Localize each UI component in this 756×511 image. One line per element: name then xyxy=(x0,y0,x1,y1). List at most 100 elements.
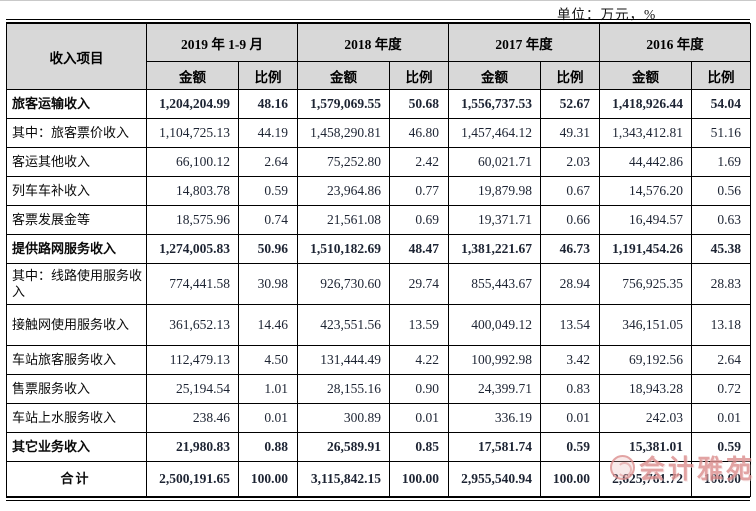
table-row: 其中：旅客票价收入 1,104,725.13 44.19 1,458,290.81 46… xyxy=(6,118,751,148)
header-ratio-2017: 比例 xyxy=(540,61,600,90)
amount-cell: 24,399.71 xyxy=(448,374,541,404)
amount-cell: 361,652.13 xyxy=(146,304,239,346)
amount-cell: 69,192.56 xyxy=(599,345,692,375)
table-row: 客票发展金等 18,575.96 0.74 21,561.08 0.69 19,371.7… xyxy=(6,205,751,235)
table-row: 合计 2,500,191.65 100.00 3,115,842.15 100.00 2,… xyxy=(6,461,751,497)
ratio-cell: 14.46 xyxy=(238,304,298,346)
header-income-item: 收入项目 xyxy=(6,23,147,90)
ratio-cell: 100.00 xyxy=(540,461,600,497)
amount-cell: 1,556,737.53 xyxy=(448,89,541,119)
table-row: 车站上水服务收入 238.46 0.01 300.89 0.01 336.19 0.01 24… xyxy=(6,403,751,433)
table-row: 售票服务收入 25,194.54 1.01 28,155.16 0.90 24,399.7… xyxy=(6,374,751,404)
ratio-cell: 0.69 xyxy=(389,205,449,235)
ratio-cell: 0.59 xyxy=(238,176,298,206)
amount-cell: 131,444.49 xyxy=(297,345,390,375)
ratio-cell: 2.64 xyxy=(691,345,751,375)
amount-cell: 15,381.01 xyxy=(599,432,692,462)
ratio-cell: 0.59 xyxy=(540,432,600,462)
amount-cell: 112,479.13 xyxy=(146,345,239,375)
row-label: 其中：旅客票价收入 xyxy=(6,118,147,148)
amount-cell: 2,955,540.94 xyxy=(448,461,541,497)
ratio-cell: 0.63 xyxy=(691,205,751,235)
amount-cell: 336.19 xyxy=(448,403,541,433)
amount-cell: 1,204,204.99 xyxy=(146,89,239,119)
ratio-cell: 0.88 xyxy=(238,432,298,462)
ratio-cell: 0.01 xyxy=(238,403,298,433)
row-label: 合计 xyxy=(6,461,147,497)
ratio-cell: 50.68 xyxy=(389,89,449,119)
revenue-table-container: 收入项目 2019 年 1-9 月 2018 年度 2017 年度 2016 年… xyxy=(6,19,751,501)
amount-cell: 18,575.96 xyxy=(146,205,239,235)
ratio-cell: 48.47 xyxy=(389,234,449,264)
ratio-cell: 28.94 xyxy=(540,263,600,305)
table-row: 其它业务收入 21,980.83 0.88 26,589.91 0.85 17,581.7… xyxy=(6,432,751,462)
ratio-cell: 0.74 xyxy=(238,205,298,235)
row-label: 其中：线路使用服务收入 xyxy=(6,263,147,305)
amount-cell: 2,625,761.72 xyxy=(599,461,692,497)
amount-cell: 346,151.05 xyxy=(599,304,692,346)
amount-cell: 14,576.20 xyxy=(599,176,692,206)
unit-label: 单位：万元，% xyxy=(557,7,657,22)
row-label: 提供路网服务收入 xyxy=(6,234,147,264)
page-top-divider xyxy=(0,0,756,1)
ratio-cell: 0.56 xyxy=(691,176,751,206)
table-header: 收入项目 2019 年 1-9 月 2018 年度 2017 年度 2016 年… xyxy=(6,23,751,90)
amount-cell: 14,803.78 xyxy=(146,176,239,206)
header-amount-2016: 金额 xyxy=(599,61,692,90)
header-ratio-2019: 比例 xyxy=(238,61,298,90)
amount-cell: 1,381,221.67 xyxy=(448,234,541,264)
ratio-cell: 44.19 xyxy=(238,118,298,148)
ratio-cell: 46.80 xyxy=(389,118,449,148)
row-label: 车站旅客服务收入 xyxy=(6,345,147,375)
amount-cell: 855,443.67 xyxy=(448,263,541,305)
ratio-cell: 54.04 xyxy=(691,89,751,119)
row-label: 旅客运输收入 xyxy=(6,89,147,119)
row-label: 列车车补收入 xyxy=(6,176,147,206)
ratio-cell: 45.38 xyxy=(691,234,751,264)
amount-cell: 17,581.74 xyxy=(448,432,541,462)
amount-cell: 75,252.80 xyxy=(297,147,390,177)
amount-cell: 926,730.60 xyxy=(297,263,390,305)
ratio-cell: 28.83 xyxy=(691,263,751,305)
ratio-cell: 1.01 xyxy=(238,374,298,404)
row-label: 客票发展金等 xyxy=(6,205,147,235)
ratio-cell: 13.54 xyxy=(540,304,600,346)
amount-cell: 21,561.08 xyxy=(297,205,390,235)
ratio-cell: 2.42 xyxy=(389,147,449,177)
ratio-cell: 52.67 xyxy=(540,89,600,119)
amount-cell: 19,879.98 xyxy=(448,176,541,206)
amount-cell: 2,500,191.65 xyxy=(146,461,239,497)
ratio-cell: 4.22 xyxy=(389,345,449,375)
table-row: 车站旅客服务收入 112,479.13 4.50 131,444.49 4.22 100,… xyxy=(6,345,751,375)
ratio-cell: 0.83 xyxy=(540,374,600,404)
ratio-cell: 0.85 xyxy=(389,432,449,462)
header-period-2017: 2017 年度 xyxy=(448,23,600,62)
header-measure-row: 金额 比例 金额 比例 金额 比例 金额 比例 xyxy=(7,61,751,90)
amount-cell: 23,964.86 xyxy=(297,176,390,206)
table-row: 列车车补收入 14,803.78 0.59 23,964.86 0.77 19,879.9… xyxy=(6,176,751,206)
table-row: 客运其他收入 66,100.12 2.64 75,252.80 2.42 60,021.7… xyxy=(6,147,751,177)
amount-cell: 16,494.57 xyxy=(599,205,692,235)
table-body: 旅客运输收入 1,204,204.99 48.16 1,579,069.55 50.68… xyxy=(6,89,751,497)
row-label: 接触网使用服务收入 xyxy=(6,304,147,346)
ratio-cell: 100.00 xyxy=(691,461,751,497)
table-row: 旅客运输收入 1,204,204.99 48.16 1,579,069.55 50.68… xyxy=(6,89,751,119)
header-period-2019: 2019 年 1-9 月 xyxy=(146,23,298,62)
amount-cell: 3,115,842.15 xyxy=(297,461,390,497)
ratio-cell: 0.01 xyxy=(540,403,600,433)
ratio-cell: 13.18 xyxy=(691,304,751,346)
table-row: 提供路网服务收入 1,274,005.83 50.96 1,510,182.69 48.… xyxy=(6,234,751,264)
amount-cell: 423,551.56 xyxy=(297,304,390,346)
ratio-cell: 4.50 xyxy=(238,345,298,375)
ratio-cell: 0.01 xyxy=(691,403,751,433)
amount-cell: 400,049.12 xyxy=(448,304,541,346)
revenue-table: 收入项目 2019 年 1-9 月 2018 年度 2017 年度 2016 年… xyxy=(6,23,751,497)
ratio-cell: 2.03 xyxy=(540,147,600,177)
ratio-cell: 0.67 xyxy=(540,176,600,206)
amount-cell: 60,021.71 xyxy=(448,147,541,177)
ratio-cell: 0.66 xyxy=(540,205,600,235)
header-amount-2019: 金额 xyxy=(146,61,239,90)
amount-cell: 242.03 xyxy=(599,403,692,433)
amount-cell: 1,104,725.13 xyxy=(146,118,239,148)
